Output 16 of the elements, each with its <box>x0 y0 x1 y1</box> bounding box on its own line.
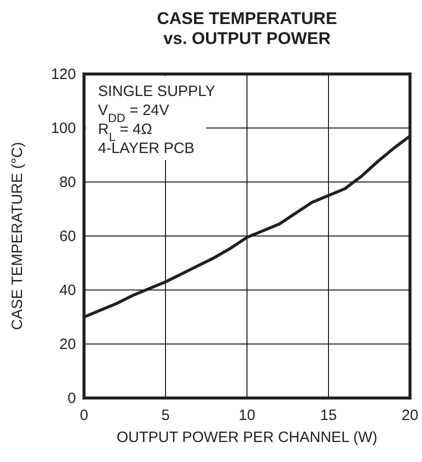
x-axis-title: OUTPUT POWER PER CHANNEL (W) <box>116 429 378 446</box>
x-tick-label: 0 <box>80 407 88 424</box>
annotation: SINGLE SUPPLY <box>98 83 216 100</box>
y-axis-title: CASE TEMPERATURE (°C) <box>9 142 26 330</box>
chart-title: CASE TEMPERATURE vs. OUTPUT POWER <box>156 9 338 48</box>
y-tick-label: 100 <box>50 120 76 137</box>
y-tick-label: 120 <box>50 66 76 83</box>
x-tick-label: 15 <box>320 407 337 424</box>
y-tick-label: 60 <box>59 228 76 245</box>
x-tick-label: 5 <box>161 407 170 424</box>
x-tick-label: 20 <box>402 407 418 424</box>
x-tick-label: 10 <box>238 407 256 424</box>
y-tick-label: 40 <box>59 282 76 299</box>
y-tick-label: 80 <box>59 174 76 191</box>
y-tick-label: 0 <box>68 390 76 407</box>
y-tick-label: 20 <box>59 336 76 353</box>
